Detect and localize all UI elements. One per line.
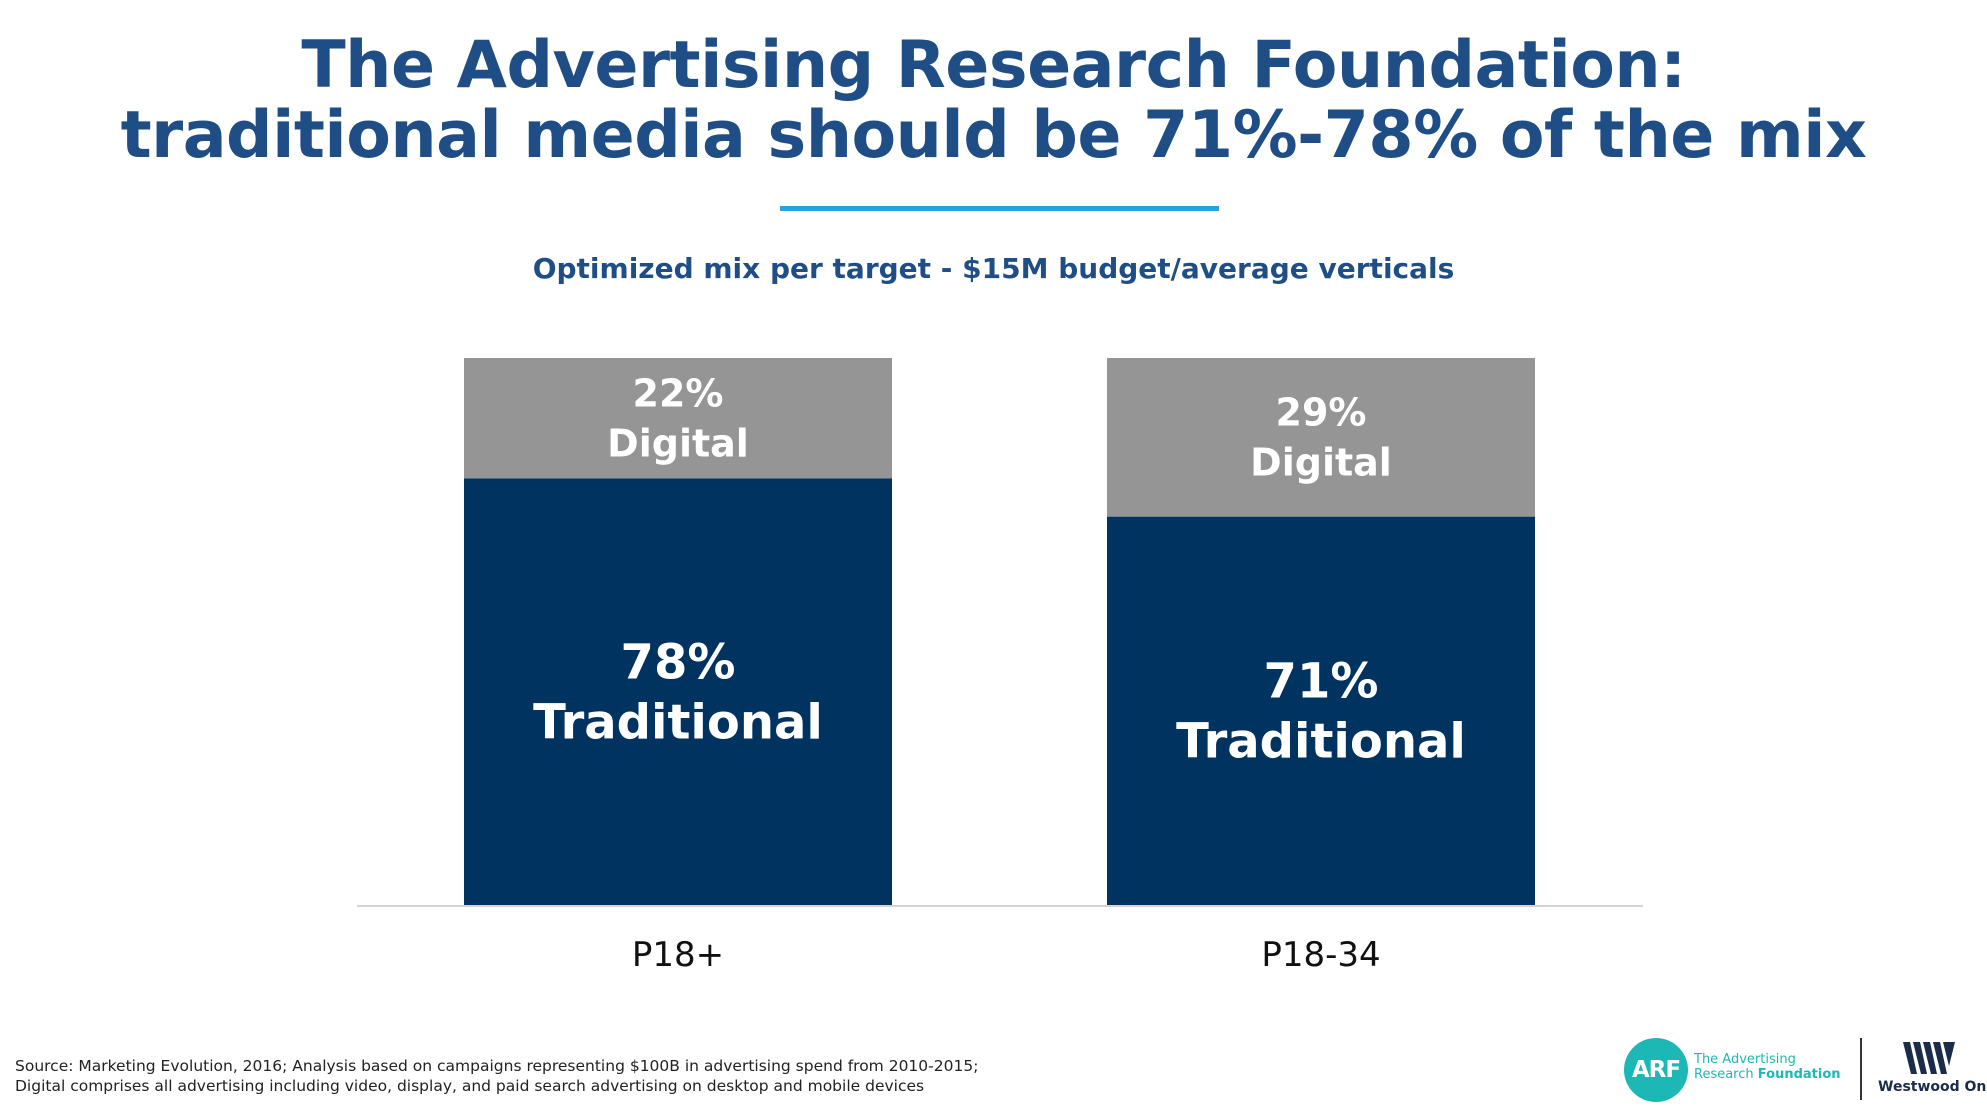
source-footnote: Source: Marketing Evolution, 2016; Analy… bbox=[15, 1056, 978, 1096]
data-label-digital-p18: 22% bbox=[633, 371, 724, 415]
westwood-one-wordmark: Westwood One bbox=[1878, 1079, 1987, 1095]
bar-digital-p18-34 bbox=[1107, 358, 1535, 517]
data-label-traditional-p18: 78% bbox=[621, 634, 736, 690]
arf-wordmark-line-2: Research Foundation bbox=[1694, 1067, 1841, 1082]
westwood-one-logo-icon bbox=[1903, 1042, 1955, 1074]
slide-title-line-2: traditional media should be 71%-78% of t… bbox=[120, 98, 1867, 173]
footnote-line-2: Digital comprises all advertising includ… bbox=[15, 1077, 925, 1095]
bar-digital-p18 bbox=[464, 358, 892, 479]
title-divider bbox=[780, 206, 1219, 211]
bar-traditional-p18 bbox=[464, 478, 892, 905]
slide-title-line-1: The Advertising Research Foundation: bbox=[301, 28, 1686, 103]
series-label-digital-p18-34: Digital bbox=[1250, 441, 1392, 485]
bar-traditional-p18-34 bbox=[1107, 516, 1535, 905]
footnote-line-1: Source: Marketing Evolution, 2016; Analy… bbox=[15, 1057, 979, 1075]
data-label-traditional-p18-34: 71% bbox=[1264, 654, 1379, 710]
x-tick-label-p18-34: P18-34 bbox=[1261, 935, 1380, 975]
logo-area: ARF The Advertising Research Foundation … bbox=[1620, 1030, 1987, 1102]
arf-logo: ARF bbox=[1624, 1038, 1688, 1102]
x-tick-label-p18: P18+ bbox=[632, 935, 724, 975]
chart-title: Optimized mix per target - $15M budget/a… bbox=[532, 252, 1455, 285]
series-label-digital-p18: Digital bbox=[607, 421, 749, 465]
series-label-traditional-p18-34: Traditional bbox=[1176, 714, 1466, 770]
series-label-traditional-p18: Traditional bbox=[533, 694, 823, 750]
data-label-digital-p18-34: 29% bbox=[1276, 391, 1367, 435]
arf-wordmark: The Advertising Research Foundation bbox=[1694, 1052, 1841, 1082]
arf-wordmark-line-1: The Advertising bbox=[1694, 1052, 1796, 1067]
logo-divider bbox=[1860, 1038, 1862, 1100]
